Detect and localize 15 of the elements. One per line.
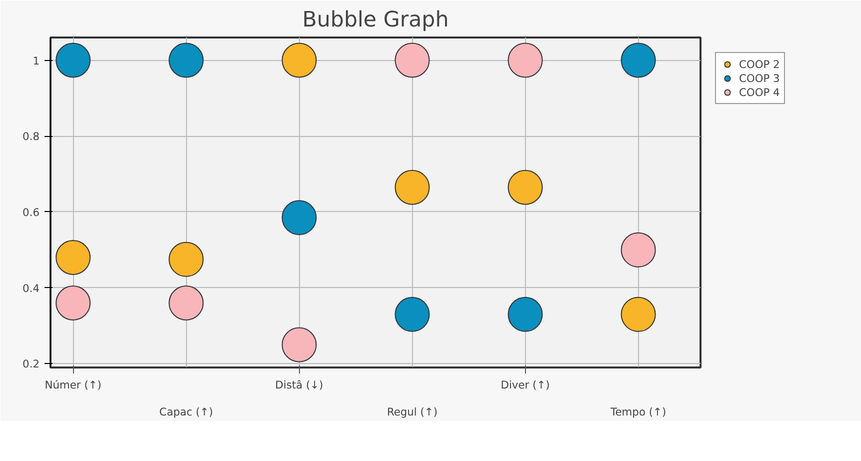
x-tick-label: Diver (↑)	[500, 378, 550, 392]
y-tick-label: 1	[32, 54, 40, 68]
x-tick-label: Tempo (↑)	[610, 406, 666, 418]
legend-label: COOP 4	[739, 86, 780, 98]
x-tick-label: Capac (↑)	[159, 406, 214, 418]
chart-title: Bubble Graph	[302, 8, 449, 32]
x-tick-label: Regul (↑)	[386, 406, 438, 418]
legend-label: COOP 3	[739, 72, 780, 84]
y-tick-label: 0.4	[22, 282, 40, 295]
legend-label: COOP 2	[739, 58, 780, 70]
y-tick-label: 0.2	[22, 358, 40, 371]
y-tick-label: 0.8	[22, 130, 40, 144]
x-tick-label: Distâ (↓)	[275, 378, 324, 392]
x-tick-label: Númer (↑)	[44, 378, 102, 392]
y-tick-label: 0.6	[22, 206, 40, 219]
